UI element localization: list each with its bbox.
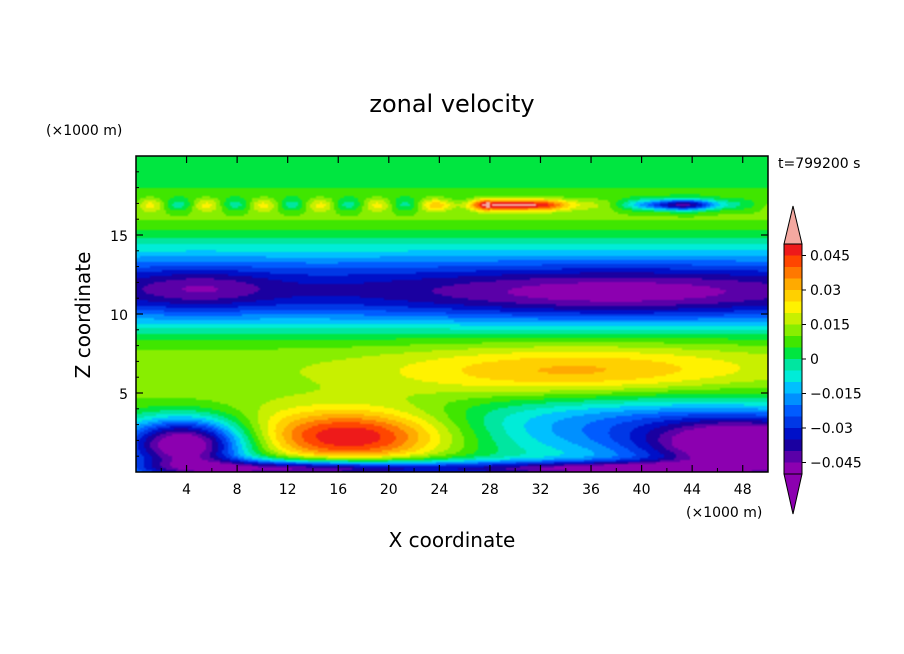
z-tick-label: 10 <box>110 308 128 324</box>
z-tick-label: 5 <box>119 387 128 403</box>
x-axis-label: X coordinate <box>389 528 516 552</box>
x-tick-label: 8 <box>233 482 242 498</box>
colorbar-under-triangle <box>783 473 803 515</box>
colorbar-tick-label: −0.045 <box>810 456 862 472</box>
x-tick-label: 36 <box>582 482 600 498</box>
x-tick-label: 16 <box>329 482 347 498</box>
z-unit-label: (×1000 m) <box>46 123 122 139</box>
colorbar-band <box>784 324 802 337</box>
x-tick-label: 32 <box>532 482 550 498</box>
x-tick-label: 28 <box>481 482 499 498</box>
colorbar-band <box>784 290 802 302</box>
colorbar-band <box>784 359 802 371</box>
time-label: t=799200 s <box>778 156 860 172</box>
x-tick-label: 24 <box>430 482 448 498</box>
colorbar-over-triangle <box>783 205 803 245</box>
colorbar-band <box>784 313 802 325</box>
x-tick-label: 40 <box>633 482 651 498</box>
colorbar-band <box>784 462 802 475</box>
chart-title: zonal velocity <box>369 90 534 118</box>
x-tick-label: 44 <box>683 482 701 498</box>
colorbar-band <box>784 244 802 256</box>
colorbar-tick-label: 0.045 <box>810 249 850 265</box>
colorbar-band <box>784 428 802 440</box>
z-tick-label: 15 <box>110 229 128 245</box>
colorbar-band <box>784 405 802 417</box>
x-tick-label: 20 <box>380 482 398 498</box>
x-tick-label: 48 <box>734 482 752 498</box>
colorbar: 0.045 0.03 0.015 0 −0.015 −0.03 −0.045 <box>783 205 862 515</box>
colorbar-band <box>784 301 802 314</box>
colorbar-band <box>784 267 802 279</box>
colorbar-tick-label: −0.03 <box>810 421 853 437</box>
z-axis-label: Z coordinate <box>71 252 95 379</box>
colorbar-band <box>784 393 802 406</box>
x-tick-label: 12 <box>279 482 297 498</box>
colorbar-band <box>784 370 802 383</box>
x-unit-label: (×1000 m) <box>686 505 762 521</box>
x-tick-label: 4 <box>182 482 191 498</box>
colorbar-band <box>784 347 802 360</box>
colorbar-band <box>784 439 802 452</box>
colorbar-band <box>784 382 802 394</box>
colorbar-band <box>784 336 802 348</box>
colorbar-tick-label: 0.03 <box>810 283 841 299</box>
colorbar-band <box>784 278 802 291</box>
colorbar-band <box>784 451 802 463</box>
colorbar-tick-label: −0.015 <box>810 387 862 403</box>
colorbar-band <box>784 255 802 268</box>
velocity-field <box>136 156 768 472</box>
x-axis-ticks: 4 8 12 16 20 24 28 32 36 40 44 48 <box>160 156 752 498</box>
colorbar-tick-label: 0.015 <box>810 318 850 334</box>
z-axis-ticks: 5 10 15 <box>110 171 768 457</box>
colorbar-tick-label: 0 <box>810 352 819 368</box>
colorbar-band <box>784 416 802 429</box>
